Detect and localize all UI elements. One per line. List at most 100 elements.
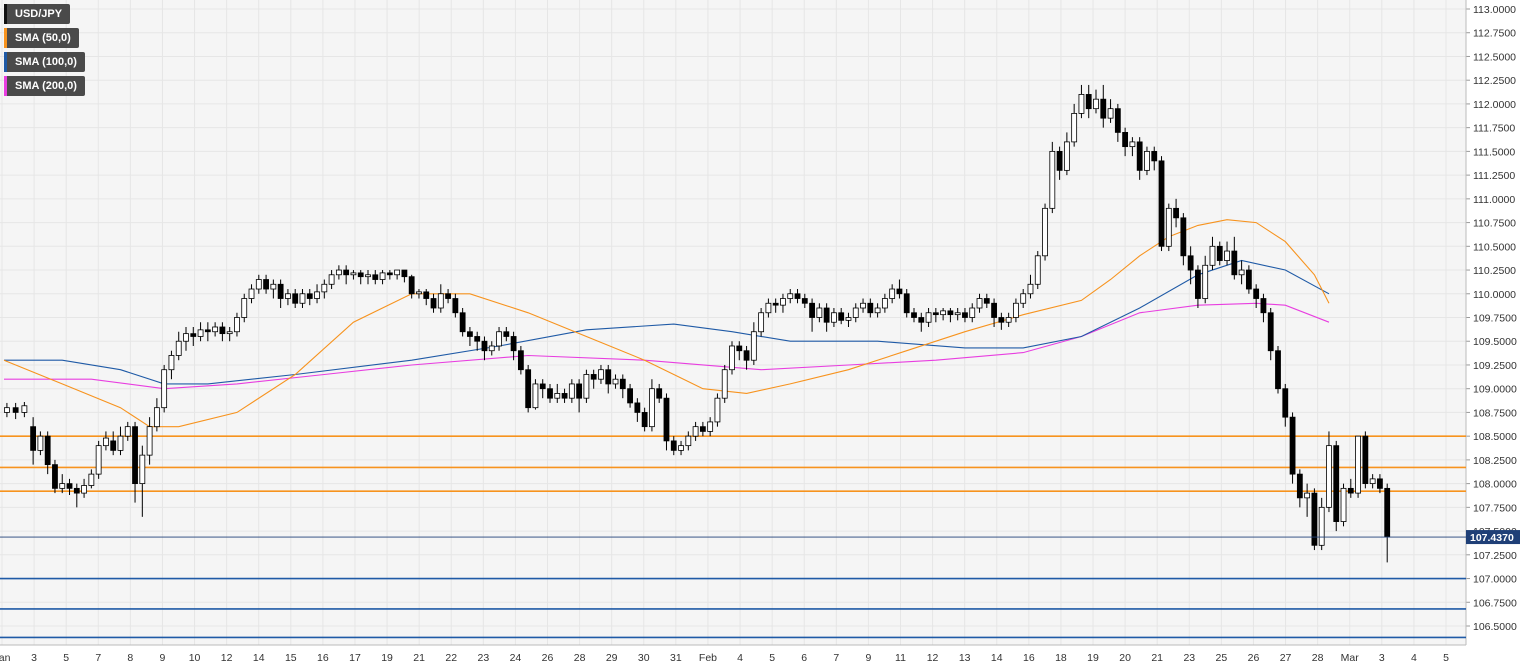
candle-up — [1129, 141, 1136, 148]
candle-down — [525, 369, 532, 409]
x-tick-label: 13 — [959, 652, 971, 664]
candle-up — [976, 298, 983, 309]
candle-up — [881, 298, 888, 309]
plot-background — [0, 0, 1466, 645]
legend-item[interactable]: SMA (100,0) — [4, 52, 85, 72]
candle-up — [685, 435, 692, 447]
candle-up — [4, 407, 10, 413]
x-tick-label: 10 — [189, 652, 201, 664]
sma-200-line — [4, 302, 1330, 390]
candle-up — [925, 312, 932, 323]
candle-up — [1020, 293, 1027, 304]
candle-down — [52, 464, 58, 489]
x-tick-label: 12 — [927, 652, 939, 664]
candle-up — [568, 383, 575, 399]
x-tick-label: 14 — [253, 652, 265, 664]
legend-label: SMA (100,0) — [15, 56, 77, 68]
y-tick-label: 112.0000 — [1473, 99, 1516, 111]
candle-up — [394, 269, 401, 276]
candle-down — [474, 336, 481, 342]
candle-up — [969, 307, 976, 318]
candle-up — [335, 269, 342, 276]
candle-down — [1267, 312, 1274, 352]
candle-up — [1355, 435, 1361, 494]
legend-label: SMA (50,0) — [15, 32, 71, 44]
current-price-label: 107.4370 — [1470, 532, 1514, 544]
y-tick-label: 107.0000 — [1473, 574, 1517, 586]
candle-down — [12, 407, 19, 413]
y-tick-label: 111.5000 — [1473, 146, 1515, 158]
candle-up — [1063, 141, 1070, 171]
candle-up — [21, 405, 28, 413]
candle-down — [44, 435, 51, 466]
y-tick-label: 106.5000 — [1473, 621, 1517, 633]
candle-down — [801, 298, 808, 304]
candle-up — [88, 473, 95, 486]
candle-up — [598, 369, 604, 380]
legend-item[interactable]: USD/JPY — [4, 4, 71, 24]
candle-down — [204, 329, 211, 333]
legend: USD/JPY SMA (50,0) SMA (100,0) SMA (200,0) — [4, 4, 85, 100]
y-tick-label: 108.7500 — [1473, 407, 1517, 419]
candle-up — [765, 302, 772, 314]
candle-down — [903, 293, 910, 314]
candle-up — [1049, 150, 1056, 209]
x-tick-label: 7 — [833, 652, 839, 664]
candle-down — [663, 397, 670, 442]
y-tick-label: 112.2500 — [1473, 75, 1516, 87]
candle-down — [1195, 269, 1201, 299]
candle-up — [852, 307, 859, 318]
candle-up — [1318, 506, 1325, 546]
legend-item[interactable]: SMA (50,0) — [4, 28, 79, 48]
candle-up — [153, 407, 160, 428]
candle-down — [962, 312, 968, 318]
candle-up — [285, 293, 291, 299]
candle-down — [561, 393, 568, 399]
candle-down — [1216, 245, 1223, 261]
candle-down — [190, 333, 197, 337]
candle-down — [517, 350, 524, 371]
candle-up — [831, 312, 837, 323]
candle-up — [81, 485, 87, 494]
candle-down — [605, 369, 612, 385]
candle-down — [481, 340, 488, 352]
candle-up — [437, 293, 444, 309]
candle-up — [321, 283, 328, 293]
candle-up — [1326, 445, 1332, 508]
candle-down — [918, 317, 925, 323]
candle-up — [255, 279, 262, 290]
candle-up — [379, 272, 386, 280]
candle-down — [1377, 478, 1383, 489]
y-axis-background — [1466, 0, 1536, 669]
candle-up — [1238, 269, 1245, 276]
y-tick-label: 111.2500 — [1473, 170, 1515, 182]
candle-up — [37, 435, 44, 451]
x-tick-label: 29 — [606, 652, 618, 664]
candle-down — [911, 312, 917, 318]
candle-down — [772, 302, 779, 306]
x-tick-label: 28 — [1312, 652, 1324, 664]
candle-down — [823, 307, 830, 323]
candle-down — [627, 388, 633, 404]
candle-up — [1093, 98, 1099, 110]
candle-up — [270, 283, 277, 290]
x-tick-label: 26 — [1248, 652, 1260, 664]
y-tick-label: 110.5000 — [1473, 241, 1516, 253]
candle-up — [787, 293, 794, 299]
candle-down — [1187, 255, 1194, 271]
candle-down — [1333, 445, 1340, 522]
candle-down — [576, 383, 583, 399]
candle-up — [1107, 108, 1114, 119]
candle-down — [809, 302, 815, 318]
candle-up — [1042, 207, 1048, 257]
legend-item[interactable]: SMA (200,0) — [4, 76, 85, 96]
y-tick-label: 112.5000 — [1473, 51, 1516, 63]
candle-down — [343, 269, 350, 276]
candle-up — [1144, 150, 1150, 171]
x-tick-label: 7 — [95, 652, 101, 664]
candle-up — [1078, 94, 1085, 114]
x-tick-label: 19 — [381, 652, 393, 664]
candle-down — [983, 298, 990, 304]
candle-down — [1100, 98, 1107, 119]
candle-down — [998, 317, 1005, 323]
